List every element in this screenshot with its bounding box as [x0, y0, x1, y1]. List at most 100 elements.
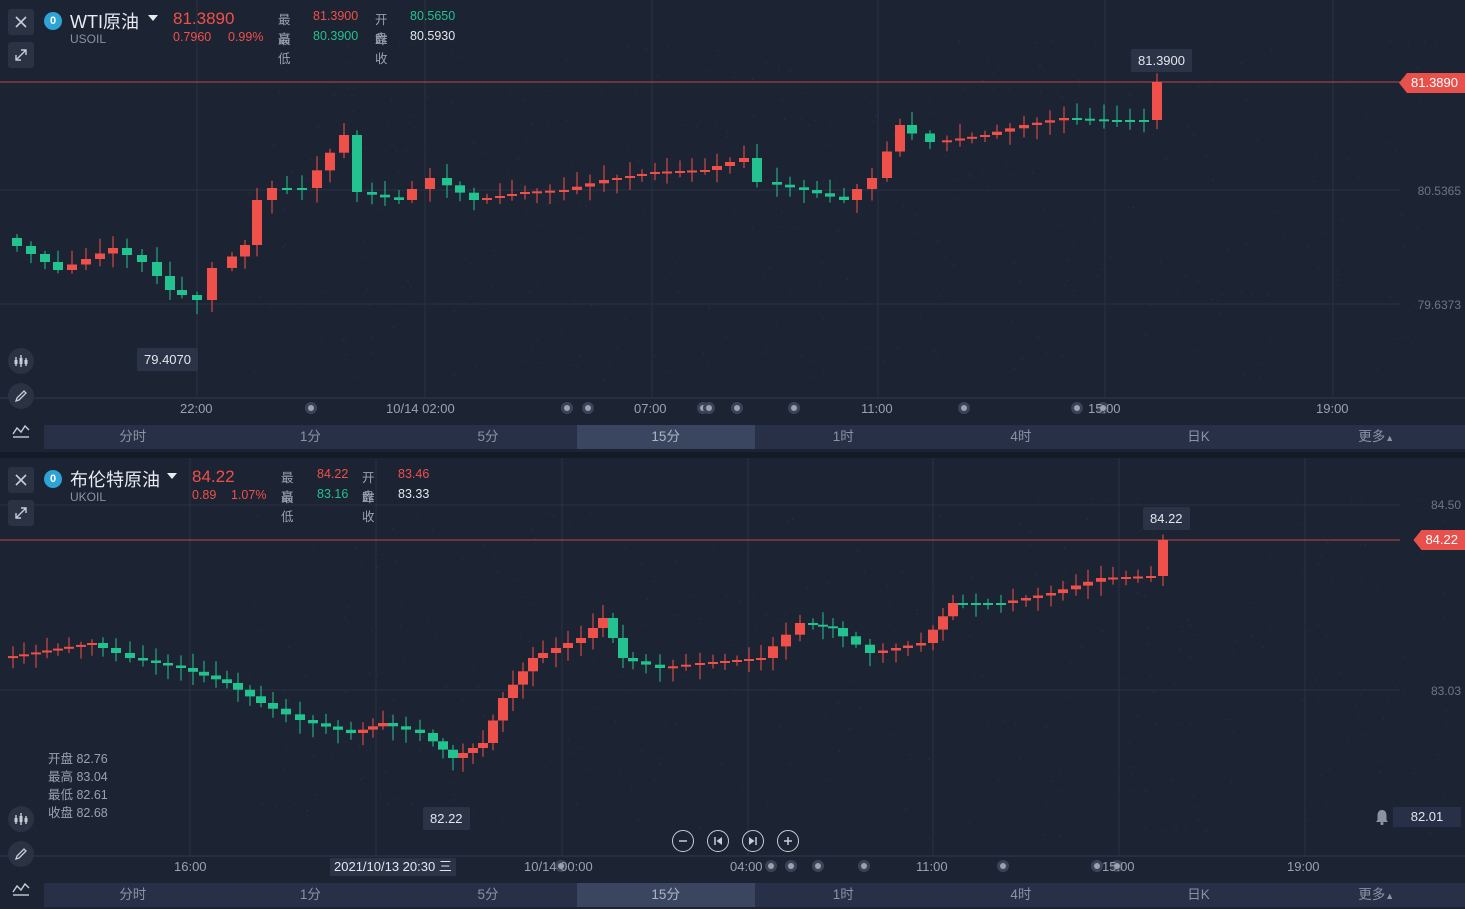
map-dot	[317, 126, 320, 129]
map-dot	[882, 182, 885, 185]
chart-style-icon[interactable]	[8, 418, 34, 444]
map-dot	[902, 204, 905, 207]
map-dot	[905, 151, 908, 154]
tab-timeframe-4h[interactable]: 4时	[1010, 887, 1032, 902]
close-icon[interactable]	[8, 9, 34, 35]
map-dot	[610, 170, 613, 173]
map-dot	[1326, 542, 1329, 545]
tab-timeframe-1h[interactable]: 1时	[832, 429, 854, 444]
map-dot	[1210, 298, 1213, 301]
event-marker	[788, 863, 794, 869]
tab-timeframe-15m[interactable]: 15分	[576, 883, 755, 907]
tab-timeframe-5m[interactable]: 5分	[477, 887, 499, 902]
bell-icon[interactable]	[1373, 808, 1391, 826]
alert-price-value[interactable]: 82.01	[1393, 807, 1461, 827]
map-dot	[641, 694, 644, 696]
map-dot	[1250, 634, 1253, 637]
tab-timeframe-more[interactable]: 更多▲	[1287, 425, 1465, 449]
chart-style-icon[interactable]	[8, 876, 34, 902]
tab-timeframe-tick[interactable]: 分时	[119, 887, 147, 902]
map-dot	[376, 566, 379, 569]
symbol-name[interactable]: WTI原油	[70, 12, 139, 32]
zoom-out-button[interactable]	[672, 830, 694, 852]
candle-body	[192, 295, 202, 300]
indicator-icon[interactable]	[8, 348, 34, 374]
map-dot	[1359, 694, 1362, 697]
map-dot	[1421, 373, 1424, 376]
map-dot	[841, 56, 844, 59]
map-dot	[1086, 518, 1089, 521]
map-dot	[789, 69, 792, 72]
map-dot	[941, 670, 944, 673]
map-dot	[990, 681, 993, 684]
map-dot	[494, 553, 496, 556]
tab-timeframe-15m[interactable]: 15分	[576, 425, 755, 449]
draw-pencil-icon[interactable]	[8, 383, 34, 409]
map-dot	[470, 295, 473, 298]
tab-timeframe-more[interactable]: 更多▲	[1287, 883, 1465, 907]
tab-timeframe-day[interactable]: 日K	[1187, 429, 1210, 444]
chevron-down-icon[interactable]	[167, 473, 177, 479]
low-label: 最低	[278, 33, 291, 66]
map-dot	[519, 633, 522, 636]
candle-body	[367, 192, 377, 195]
map-dot	[777, 764, 780, 767]
candle-body	[425, 178, 435, 189]
candle-body	[122, 248, 132, 255]
map-dot	[916, 623, 919, 626]
candle-body	[882, 151, 892, 178]
map-dot	[1279, 368, 1282, 371]
candle-body	[785, 184, 795, 188]
map-dot	[778, 68, 781, 71]
tab-timeframe-tick[interactable]: 分时	[119, 429, 147, 444]
map-dot	[707, 306, 710, 309]
map-dot	[1301, 699, 1304, 702]
map-dot	[755, 628, 758, 631]
map-dot	[1127, 766, 1129, 769]
map-dot	[1240, 291, 1243, 294]
tab-timeframe-1m[interactable]: 1分	[299, 429, 321, 444]
zoom-in-button[interactable]	[777, 830, 799, 852]
map-dot	[971, 575, 974, 578]
map-dot	[914, 214, 916, 217]
brent-candlestick-chart[interactable]	[0, 458, 1465, 909]
expand-icon[interactable]	[8, 500, 34, 526]
draw-pencil-icon[interactable]	[8, 841, 34, 867]
close-icon[interactable]	[8, 467, 34, 493]
map-dot	[1045, 351, 1048, 354]
map-dot	[1181, 625, 1184, 628]
candle-body	[955, 138, 965, 141]
map-dot	[969, 635, 972, 638]
map-dot	[800, 354, 803, 357]
map-dot	[516, 578, 519, 581]
map-dot	[524, 833, 527, 836]
jump-start-button[interactable]	[707, 830, 729, 852]
map-dot	[1359, 544, 1362, 547]
candle-body	[818, 624, 828, 627]
map-dot	[997, 68, 1000, 71]
map-dot	[1073, 99, 1076, 102]
symbol-name[interactable]: 布伦特原油	[70, 470, 160, 490]
tab-timeframe-1h[interactable]: 1时	[832, 887, 854, 902]
map-dot	[619, 770, 622, 773]
map-dot	[357, 743, 360, 746]
map-dot	[1096, 274, 1099, 277]
map-dot	[546, 203, 549, 206]
map-dot	[663, 117, 665, 120]
panel-divider[interactable]	[0, 452, 1465, 458]
chevron-down-icon[interactable]	[148, 15, 158, 21]
map-dot	[988, 649, 991, 652]
map-dot	[1001, 712, 1004, 715]
tab-timeframe-1m[interactable]: 1分	[299, 887, 321, 902]
indicator-icon[interactable]	[8, 806, 34, 832]
tab-timeframe-day[interactable]: 日K	[1187, 887, 1210, 902]
tab-timeframe-5m[interactable]: 5分	[477, 429, 499, 444]
jump-end-button[interactable]	[742, 830, 764, 852]
candle-body	[1133, 576, 1143, 579]
candle-body	[756, 658, 766, 660]
wti-candlestick-chart[interactable]	[0, 0, 1465, 452]
map-dot	[1119, 278, 1122, 281]
expand-icon[interactable]	[8, 42, 34, 68]
tab-timeframe-4h[interactable]: 4时	[1010, 429, 1032, 444]
map-dot	[1131, 773, 1133, 776]
